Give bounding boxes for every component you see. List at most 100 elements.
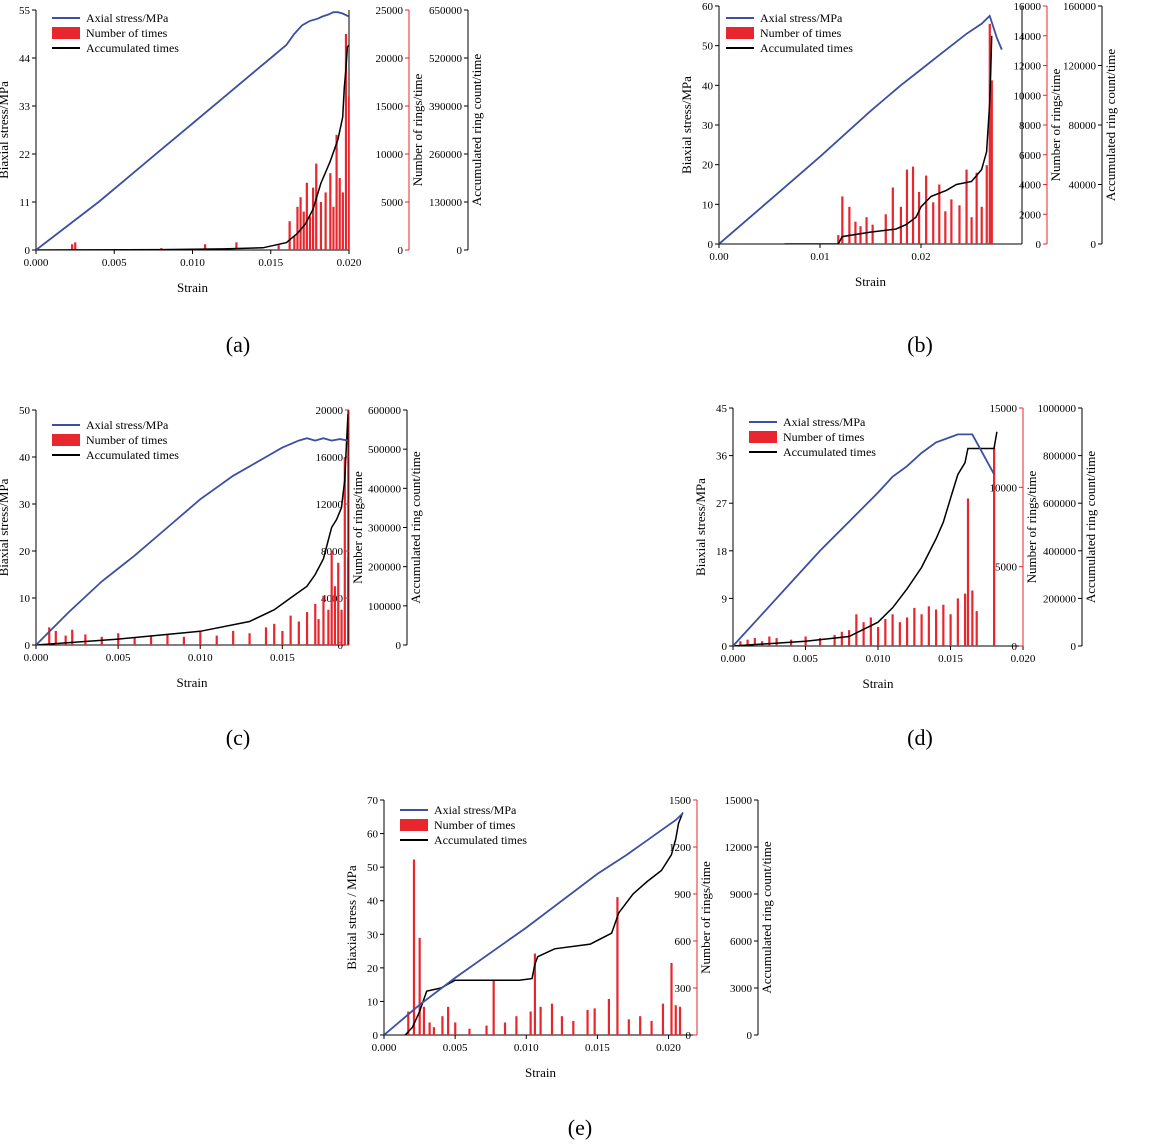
- ring-count-bar: [324, 192, 327, 250]
- ring-count-bar: [593, 1008, 596, 1035]
- y3-tick-label: 800000: [1043, 451, 1077, 463]
- y3-tick-label: 160000: [1063, 1, 1097, 13]
- ring-count-bar: [485, 1025, 488, 1035]
- y-tick-label: 60: [702, 1, 714, 13]
- panel-caption: (c): [226, 725, 250, 750]
- ring-count-bar: [970, 217, 973, 244]
- y-tick-label: 10: [19, 593, 31, 605]
- ring-count-bar: [661, 1003, 665, 1035]
- x-tick-label: 0.005: [106, 652, 131, 664]
- ring-count-bar: [990, 80, 993, 244]
- ring-count-bar: [232, 630, 235, 645]
- y-tick-label: 50: [19, 405, 31, 417]
- ring-count-bar: [942, 604, 945, 646]
- ring-count-bar: [884, 619, 887, 646]
- ring-count-bar: [337, 562, 340, 645]
- ring-count-bar: [330, 551, 333, 645]
- ring-count-bar: [944, 211, 947, 244]
- ring-count-bar: [315, 163, 318, 250]
- y-tick-label: 0: [373, 1030, 379, 1042]
- accumulated-line: [404, 812, 684, 1035]
- y3-axis-title: Accumulated ring count/time: [759, 841, 774, 994]
- x-tick-label: 0.020: [656, 1042, 681, 1054]
- y-tick-label: 70: [367, 795, 379, 807]
- ring-count-bar: [418, 937, 421, 1035]
- ring-count-bar: [412, 859, 416, 1035]
- y2-tick-label: 0: [1036, 239, 1042, 251]
- ring-count-bar: [338, 178, 341, 250]
- legend-label-accum: Accumulated times: [434, 833, 527, 847]
- legend-label-accum: Accumulated times: [86, 448, 179, 462]
- x-tick-label: 0.015: [938, 653, 963, 665]
- ring-count-bar: [312, 187, 315, 250]
- y3-axis-title: Accumulated ring count/time: [1103, 49, 1118, 202]
- ring-count-bar: [341, 192, 344, 250]
- ring-count-bar: [407, 1011, 410, 1035]
- ring-count-bar: [84, 634, 87, 645]
- x-tick-label: 0.010: [866, 653, 891, 665]
- x-tick-label: 0.015: [585, 1042, 610, 1054]
- ring-count-bar: [308, 216, 312, 250]
- ring-count-bar: [288, 221, 291, 250]
- ring-count-bar: [964, 593, 967, 646]
- y2-axis-title: Number of rings/time: [1048, 68, 1063, 181]
- ring-count-bar: [911, 166, 915, 244]
- ring-count-bar: [503, 1022, 507, 1035]
- panel-caption: (a): [226, 332, 250, 357]
- ring-count-bar: [833, 634, 836, 646]
- ring-count-bar: [927, 606, 930, 646]
- y3-tick-label: 3000: [730, 983, 753, 995]
- ring-count-bar: [454, 1022, 457, 1035]
- y3-tick-label: 300000: [368, 523, 402, 535]
- y2-tick-label: 12000: [1014, 61, 1042, 73]
- ring-count-bar: [64, 635, 67, 645]
- ring-count-bar: [950, 199, 953, 244]
- x-axis-title: Strain: [862, 676, 894, 691]
- y2-tick-label: 6000: [1019, 150, 1042, 162]
- ring-count-bar: [133, 637, 136, 645]
- y-tick-label: 10: [367, 996, 379, 1008]
- chart-panel: 0.000 0.005 0.010 0.015 0.020 0 11 22 33 44 55 Stra…: [0, 5, 484, 357]
- chart-panel: 0.000 0.005 0.010 0.015 0.020 0 10 20 30 40 50 60 70…: [344, 795, 774, 1140]
- ring-count-bar: [297, 621, 300, 645]
- y-tick-label: 10: [702, 199, 714, 211]
- ring-count-bar: [935, 609, 938, 646]
- y-tick-label: 0: [722, 641, 728, 653]
- ring-count-bar: [854, 221, 857, 244]
- y2-axis-title: Number of rings/time: [350, 471, 365, 584]
- stress-line: [733, 433, 995, 646]
- ring-count-bar: [335, 134, 338, 250]
- stress-line: [719, 14, 1003, 244]
- ring-count-bar: [296, 206, 299, 250]
- ring-count-bar: [932, 202, 935, 244]
- panel-caption: (d): [907, 725, 933, 750]
- ring-count-bar: [48, 627, 51, 645]
- ring-count-bar: [848, 630, 851, 646]
- ring-count-bar: [958, 205, 961, 244]
- legend-swatch-rings: [749, 431, 777, 443]
- x-tick-label: 0.015: [258, 257, 283, 269]
- x-tick-label: 0.000: [372, 1042, 397, 1054]
- panel-caption: (e): [568, 1115, 592, 1140]
- ring-count-bar: [248, 633, 251, 645]
- stress-line: [36, 11, 349, 250]
- ring-count-bar: [281, 630, 284, 645]
- legend-label-accum: Accumulated times: [760, 41, 853, 55]
- y-tick-label: 20: [19, 546, 31, 558]
- ring-count-bar: [639, 1016, 642, 1035]
- y2-tick-label: 8000: [1019, 120, 1042, 132]
- ring-count-bar: [432, 1027, 435, 1035]
- ring-count-bar: [273, 623, 276, 645]
- ring-count-bar: [819, 638, 822, 646]
- ring-count-bar: [898, 622, 901, 646]
- y2-axis-title: Number of rings/time: [1024, 470, 1039, 583]
- y-tick-label: 30: [19, 499, 31, 511]
- y3-tick-label: 200000: [1043, 593, 1077, 605]
- y-tick-label: 33: [19, 101, 31, 113]
- x-tick-label: 0.020: [337, 257, 362, 269]
- ring-count-bar: [347, 556, 348, 645]
- panel-caption: (b): [907, 332, 933, 357]
- x-tick-label: 0.005: [443, 1042, 468, 1054]
- ring-count-bar: [317, 619, 320, 645]
